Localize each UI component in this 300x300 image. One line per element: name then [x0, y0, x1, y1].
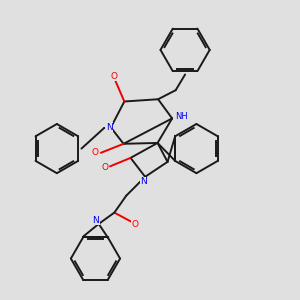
Text: N: N — [140, 177, 147, 186]
Text: N: N — [92, 216, 99, 225]
Text: O: O — [102, 163, 109, 172]
Text: O: O — [131, 220, 138, 230]
Text: O: O — [92, 148, 99, 157]
Text: N: N — [106, 123, 112, 132]
Text: NH: NH — [176, 112, 188, 121]
Text: O: O — [110, 72, 117, 81]
